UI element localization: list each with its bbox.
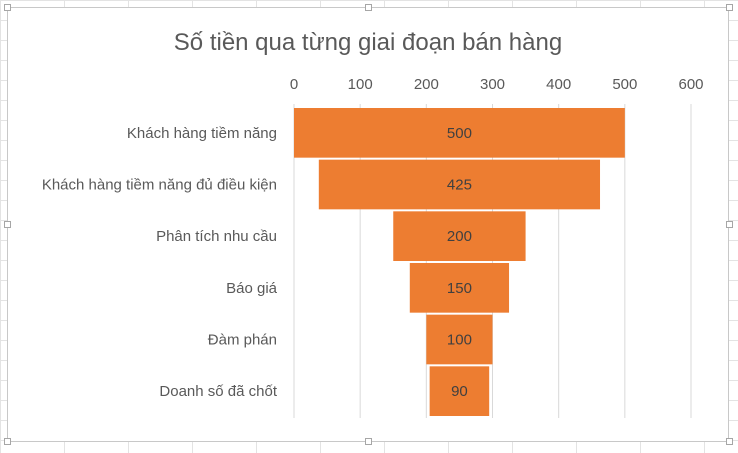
chart-title: Số tiền qua từng giai đoạn bán hàng [174,29,562,56]
x-axis-ticks: 0 100 200 300 400 500 600 [290,76,704,93]
resize-handle-bottom-center[interactable] [365,438,372,445]
funnel-bar[interactable] [318,159,601,210]
data-label: 500 [447,125,472,142]
category-label: Khách hàng tiềm năng [127,125,277,142]
x-tick-label: 0 [290,76,298,93]
resize-handle-top-left[interactable] [4,4,11,11]
funnel-bar[interactable] [426,314,493,365]
category-labels: Khách hàng tiềm năng Khách hàng tiềm năng… [42,125,278,400]
funnel-bar[interactable] [409,263,510,313]
funnel-bar[interactable] [429,366,490,416]
chart-area[interactable] [7,7,729,442]
x-tick-label: 300 [480,76,505,93]
funnel-bar[interactable] [294,108,625,158]
data-label: 90 [451,383,468,400]
x-tick-label: 500 [612,76,637,93]
funnel-bars [294,108,625,416]
data-label: 100 [447,332,472,349]
resize-handle-middle-right[interactable] [726,221,733,228]
x-tick-label: 100 [348,76,373,93]
category-label: Phân tích nhu cầu [156,228,277,245]
category-label: Doanh số đã chốt [159,383,277,400]
resize-handle-bottom-right[interactable] [726,438,733,445]
resize-handle-top-center[interactable] [365,4,372,11]
resize-handle-bottom-left[interactable] [4,438,11,445]
data-labels: 500 425 200 150 100 90 [447,125,472,400]
x-tick-label: 400 [546,76,571,93]
data-label: 200 [447,228,472,245]
data-label: 425 [447,177,472,194]
category-label: Đàm phán [208,332,277,349]
x-tick-label: 600 [678,76,703,93]
x-tick-label: 200 [414,76,439,93]
funnel-bar[interactable] [393,211,526,261]
category-label: Khách hàng tiềm năng đủ điều kiện [42,177,277,194]
category-label: Báo giá [226,280,278,297]
data-label: 150 [447,280,472,297]
resize-handle-top-right[interactable] [726,4,733,11]
resize-handle-middle-left[interactable] [4,221,11,228]
